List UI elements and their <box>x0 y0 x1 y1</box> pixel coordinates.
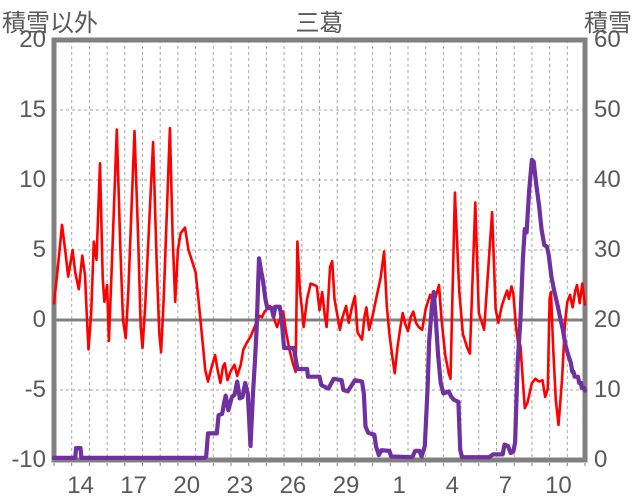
x-axis-tick-label: 26 <box>279 472 307 499</box>
right-axis-tick-label: 20 <box>594 306 621 333</box>
left-axis-tick-label: 0 <box>32 306 46 333</box>
plot-border <box>51 37 588 463</box>
left-axis-title: 積雪以外 <box>2 10 98 37</box>
x-axis-tick-label: 10 <box>545 472 572 499</box>
x-axis-tick-label: 29 <box>332 472 360 499</box>
right-axis-tick-label: 50 <box>594 96 621 123</box>
right-axis-tick-label: 10 <box>594 376 621 403</box>
right-axis-tick-label: 60 <box>594 26 621 53</box>
x-axis-tick-label: 17 <box>120 472 147 499</box>
left-axis-tick-label: 10 <box>19 166 46 193</box>
x-axis-tick-label: 20 <box>173 472 201 499</box>
right-axis-tick-label: 0 <box>594 446 608 473</box>
right-axis-tick-label: 30 <box>594 236 621 263</box>
x-axis-tick-label: 7 <box>498 472 513 499</box>
right-axis-tick-label: 40 <box>594 166 621 193</box>
left-axis-tick-label: 5 <box>32 236 46 263</box>
snow-depth-line <box>51 157 588 460</box>
right-axis-title: 積雪 <box>584 10 632 37</box>
chart-title: 三葛 <box>295 10 344 37</box>
left-axis-tick-label: -10 <box>11 446 46 473</box>
left-axis-tick-label: 15 <box>19 96 46 123</box>
left-axis-tick-label: -5 <box>24 376 46 403</box>
x-axis-tick-label: 1 <box>392 472 406 499</box>
temperature-line <box>52 126 587 427</box>
left-axis-tick-label: 20 <box>19 26 46 53</box>
x-axis-tick-label: 23 <box>226 472 254 499</box>
x-axis-tick-label: 14 <box>67 472 94 499</box>
x-axis-tick-label: 4 <box>445 472 459 499</box>
